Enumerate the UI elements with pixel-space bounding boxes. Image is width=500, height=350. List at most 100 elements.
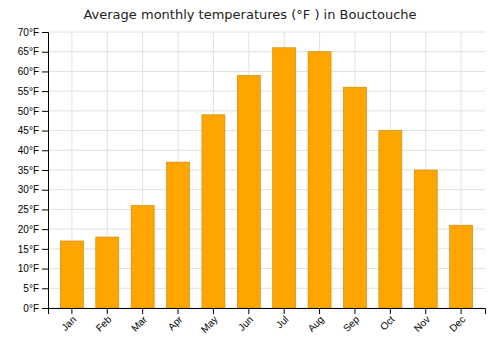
tick-label: 40°F (18, 145, 39, 156)
axis-line (49, 309, 486, 315)
bar (60, 241, 83, 308)
tick-label: 5°F (23, 283, 39, 294)
grid-line-y (48, 150, 485, 151)
tick-mark (42, 288, 48, 289)
tick-label: Apr (166, 313, 185, 332)
tick-label: 65°F (18, 46, 39, 57)
y-axis: 0°F 5°F 10°F 15°F 20°F 25°F 30°F 35°F 40°F 45°F 50… (18, 27, 49, 314)
tick-mark (42, 71, 48, 72)
tick-mark (42, 229, 48, 230)
tick-mark (284, 308, 285, 314)
tick-label: Aug (306, 314, 326, 334)
tick: Apr (166, 308, 185, 332)
tick: May (199, 308, 220, 335)
tick-label: 60°F (18, 66, 39, 77)
tick: 70°F (18, 27, 48, 38)
tick-label: Feb (94, 313, 114, 333)
grid-line-y (48, 51, 485, 52)
bar (343, 87, 366, 308)
tick-label: Mar (129, 313, 149, 333)
bar (237, 75, 260, 308)
tick: Aug (306, 308, 326, 334)
grid-line-y (48, 91, 485, 92)
tick-label: 55°F (18, 86, 39, 97)
tick-label: 70°F (18, 27, 39, 38)
tick: Feb (94, 308, 114, 334)
tick: Mar (129, 308, 149, 334)
tick: 25°F (18, 204, 48, 215)
tick-mark (213, 308, 214, 314)
tick: 40°F (18, 145, 48, 156)
tick: 30°F (18, 184, 48, 195)
grid-line-y (48, 130, 485, 131)
tick: 65°F (18, 46, 48, 57)
tick-label: Jun (236, 314, 255, 333)
axis-line (42, 33, 49, 309)
tick-mark (42, 190, 48, 191)
tick: 15°F (18, 244, 48, 255)
tick-label: Nov (412, 314, 432, 334)
tick: 5°F (23, 283, 48, 294)
chart: 0°F 5°F 10°F 15°F 20°F 25°F 30°F 35°F 40°F 45°F 50… (0, 0, 500, 350)
bar (96, 237, 119, 308)
tick-mark (42, 170, 48, 171)
tick-label: Jan (59, 314, 78, 333)
tick: 55°F (18, 86, 48, 97)
tick-mark (142, 308, 143, 314)
tick: Jun (236, 308, 255, 333)
tick-label: 20°F (18, 224, 39, 235)
tick: Jan (59, 308, 78, 333)
tick-mark (42, 150, 48, 151)
tick-label: 35°F (18, 165, 39, 176)
tick-label: Jul (274, 314, 291, 331)
title: Average monthly temperatures (°F ) in Bo… (83, 7, 416, 22)
grid-line-y (48, 71, 485, 72)
bars (60, 48, 472, 308)
tick-mark (42, 52, 48, 53)
bar (414, 170, 437, 308)
tick-mark (107, 308, 108, 314)
grid (48, 32, 485, 308)
bar (131, 205, 154, 308)
bar (308, 52, 331, 308)
tick-mark (319, 308, 320, 314)
tick-label: 50°F (18, 106, 39, 117)
tick: Sep (341, 308, 362, 334)
x-axis: Jan Feb Mar Apr May Jun Jul Aug Sep Oct Nov Dec (49, 308, 486, 335)
tick-label: May (199, 314, 220, 335)
tick-mark (42, 111, 48, 112)
bar (202, 115, 225, 308)
tick: 50°F (18, 106, 48, 117)
bar (450, 225, 473, 308)
tick-mark (354, 308, 355, 314)
tick-label: 45°F (18, 125, 39, 136)
tick-label: 30°F (18, 184, 39, 195)
tick-mark (42, 308, 48, 309)
tick-label: Oct (378, 314, 397, 333)
grid-line-y (48, 110, 485, 111)
bar (273, 48, 296, 308)
tick-label: 10°F (18, 263, 39, 274)
tick-mark (461, 308, 462, 314)
tick: 35°F (18, 165, 48, 176)
tick: Nov (412, 308, 432, 334)
tick-mark (42, 209, 48, 210)
tick: 10°F (18, 263, 48, 274)
tick: 60°F (18, 66, 48, 77)
tick-mark (425, 308, 426, 314)
bar (167, 162, 190, 308)
tick-mark (390, 308, 391, 314)
tick: 20°F (18, 224, 48, 235)
tick-label: Dec (447, 314, 467, 334)
tick-label: 25°F (18, 204, 39, 215)
tick-mark (42, 131, 48, 132)
tick-label: Sep (341, 313, 362, 334)
tick-mark (248, 308, 249, 314)
tick: Oct (378, 308, 397, 332)
tick: Dec (447, 308, 467, 334)
tick: 0°F (23, 303, 48, 314)
tick-label: 0°F (23, 303, 39, 314)
tick-label: 15°F (18, 244, 39, 255)
grid-line-y (48, 32, 485, 33)
tick-mark (71, 308, 72, 314)
